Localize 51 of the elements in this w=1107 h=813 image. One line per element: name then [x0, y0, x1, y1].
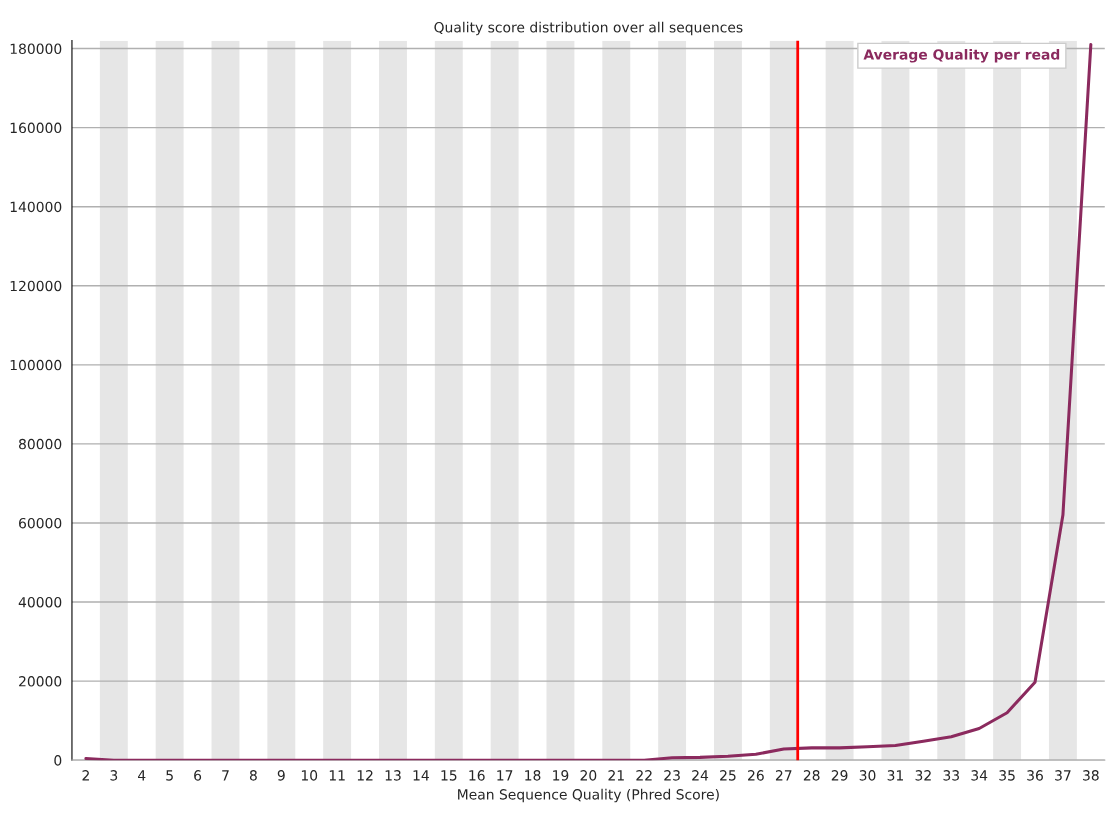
x-tick-label: 30 — [859, 770, 876, 781]
x-tick-label: 33 — [943, 770, 959, 781]
x-tick-label: 19 — [553, 770, 569, 781]
x-tick-label: 34 — [971, 770, 988, 781]
y-tick-label: 160000 — [10, 122, 62, 134]
y-tick-label: 180000 — [10, 43, 62, 55]
x-tick-label: 22 — [636, 770, 652, 781]
x-tick-label: 8 — [249, 770, 257, 781]
text: Average Quality per read — [863, 48, 1060, 63]
x-tick-label: 10 — [301, 770, 318, 781]
x-tick-label: 17 — [497, 770, 513, 781]
y-tick-label: 60000 — [19, 517, 62, 529]
x-tick-label: 25 — [720, 770, 736, 781]
x-tick-label: 29 — [831, 770, 848, 781]
x-tick-label: 32 — [915, 770, 931, 781]
x-tick-label: 12 — [357, 770, 373, 781]
x-tick-label: 31 — [887, 770, 903, 781]
x-tick-label: 2 — [82, 770, 89, 781]
x-tick-label: 18 — [525, 770, 541, 781]
x-tick-label: 9 — [277, 770, 285, 781]
y-tick-label: 20000 — [19, 676, 62, 687]
y-tick-label: 80000 — [18, 438, 62, 450]
y-tick-label: 100000 — [10, 359, 62, 371]
x-tick-label: 11 — [329, 770, 345, 781]
y-tick-label: 140000 — [10, 201, 62, 213]
x-tick-label: 27 — [775, 770, 792, 781]
line-series — [84, 43, 1093, 761]
x-tick-label: 38 — [1083, 770, 1099, 781]
x-tick-label: 4 — [138, 770, 146, 781]
x-tick-label: 24 — [692, 770, 709, 781]
x-tick-label: 28 — [803, 770, 820, 781]
x-tick-label: 37 — [1055, 770, 1071, 781]
chart-title: Quality score distribution over all sequences — [434, 21, 743, 36]
x-tick-label: 3 — [110, 770, 118, 781]
x-tick-label: 14 — [413, 770, 429, 781]
x-tick-label: 16 — [469, 770, 485, 781]
x-tick-label: 23 — [664, 770, 680, 781]
x-tick-label: 5 — [166, 770, 173, 781]
x-tick-label: 36 — [1027, 770, 1043, 781]
x-tick-label: 7 — [222, 770, 229, 781]
x-tick-label: 6 — [194, 770, 202, 781]
x-tick-label: 21 — [608, 770, 624, 781]
x-tick-label: 15 — [441, 770, 457, 781]
y-tick-label: 0 — [54, 755, 62, 766]
y-tick-label: 120000 — [10, 280, 62, 292]
y-tick-label: 40000 — [18, 596, 62, 608]
x-tick-label: 35 — [999, 770, 1015, 781]
x-tick-label: 13 — [385, 770, 401, 781]
x-tick-label: 20 — [580, 770, 597, 781]
x-axis-title: Mean Sequence Quality (Phred Score) — [458, 788, 719, 803]
x-tick-label: 26 — [748, 770, 764, 781]
